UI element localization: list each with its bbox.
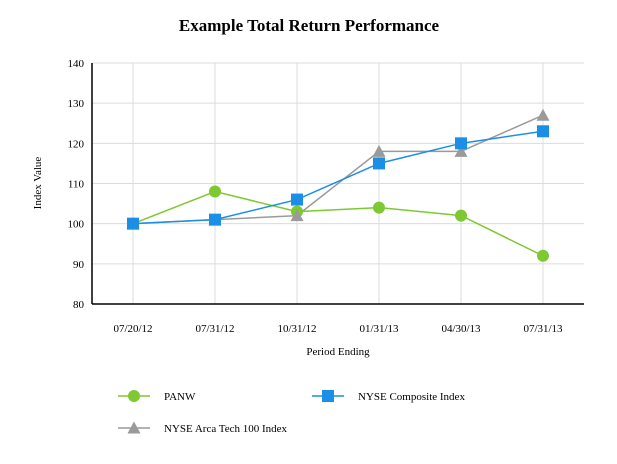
data-point	[209, 185, 221, 198]
y-tick-label: 80	[73, 299, 85, 311]
data-point	[290, 209, 304, 222]
series-nyse-composite-index	[132, 130, 544, 225]
series-line	[132, 130, 544, 225]
x-tick-label: 01/31/13	[359, 323, 399, 335]
data-point	[536, 108, 550, 121]
series-nyse-arca-tech-100-index	[132, 114, 544, 225]
legend-label: PANW	[164, 391, 196, 403]
data-point	[537, 125, 549, 138]
x-tick-label: 10/31/12	[277, 323, 316, 335]
series-layer	[126, 108, 550, 262]
series-markers-1	[127, 125, 549, 230]
data-point	[454, 144, 468, 157]
x-tick-label: 07/20/12	[113, 323, 152, 335]
y-tick-label: 100	[68, 219, 85, 231]
grid	[92, 62, 584, 304]
axes	[91, 63, 584, 305]
data-point	[127, 217, 139, 230]
y-tick-label: 120	[68, 138, 85, 150]
series-line	[132, 114, 544, 225]
series-panw	[132, 190, 544, 257]
x-axis-label: Period Ending	[306, 346, 370, 358]
y-tick-label: 130	[68, 98, 85, 110]
data-point	[291, 193, 303, 206]
data-point	[373, 201, 385, 214]
data-point	[455, 137, 467, 150]
data-point	[209, 213, 221, 226]
legend-item: NYSE Composite Index	[312, 390, 465, 403]
legend-label: NYSE Arca Tech 100 Index	[164, 423, 288, 435]
x-tick-label: 07/31/12	[195, 323, 234, 335]
y-tick-label: 110	[68, 179, 85, 191]
y-tick-label: 90	[73, 259, 85, 271]
legend-marker	[127, 421, 141, 434]
data-point	[455, 209, 467, 222]
x-tick-label: 04/30/13	[441, 323, 481, 335]
legend-label: NYSE Composite Index	[358, 391, 465, 403]
x-tick-labels: 07/20/12 07/31/12 10/31/12 01/31/13 04/30/13…	[113, 323, 563, 335]
legend-marker	[322, 390, 334, 402]
y-axis-label: Index Value	[32, 157, 44, 210]
x-tick-label: 07/31/13	[523, 323, 563, 335]
legend: PANW NYSE Composite Index NYSE Arca Tech 1…	[118, 390, 465, 435]
legend-item: NYSE Arca Tech 100 Index	[118, 421, 288, 435]
legend-marker	[128, 390, 140, 402]
y-tick-labels: 80 90 100 110 120 130 140	[68, 58, 85, 311]
data-point	[373, 157, 385, 170]
data-point	[372, 144, 386, 157]
legend-item: PANW	[118, 390, 196, 403]
series-markers-2	[126, 108, 550, 230]
chart-title: Example Total Return Performance	[179, 16, 440, 35]
series-line	[132, 190, 544, 257]
data-point	[537, 249, 549, 262]
y-tick-label: 140	[68, 58, 85, 70]
